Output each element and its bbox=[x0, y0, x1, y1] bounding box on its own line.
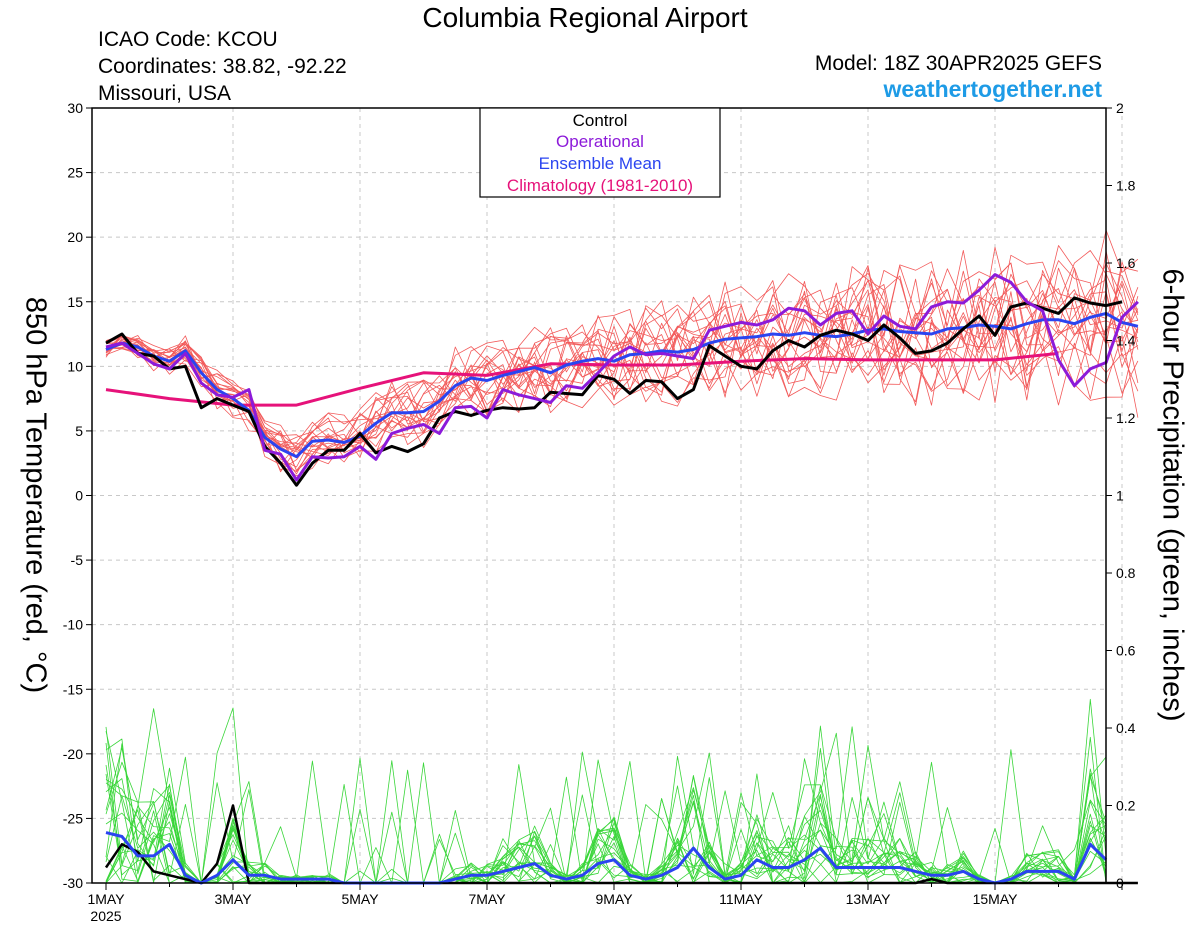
left-tick-label: 0 bbox=[75, 488, 83, 504]
x-tick-label: 3MAY bbox=[214, 891, 252, 907]
coordinates: Coordinates: 38.82, -92.22 bbox=[98, 55, 347, 78]
left-tick-label: 20 bbox=[67, 229, 83, 245]
right-tick-label: 0.8 bbox=[1116, 565, 1136, 581]
right-tick-label: 0.2 bbox=[1116, 798, 1136, 814]
left-tick-label: -15 bbox=[63, 681, 83, 697]
left-tick-label: -20 bbox=[63, 746, 83, 762]
x-tick-label: 7MAY bbox=[468, 891, 506, 907]
legend-control: Control bbox=[572, 111, 628, 130]
x-year-label: 2025 bbox=[90, 908, 121, 924]
precip-member-line bbox=[105, 726, 1107, 884]
right-tick-label: 2 bbox=[1116, 100, 1124, 116]
right-tick-label: 0.6 bbox=[1116, 643, 1136, 659]
axis-ticks: 302520151050-5-10-15-20-25-3021.81.61.41… bbox=[63, 100, 1136, 924]
region-label: Missouri, USA bbox=[98, 82, 232, 105]
legend-ensemble-mean: Ensemble Mean bbox=[538, 154, 662, 173]
left-tick-label: -5 bbox=[71, 552, 84, 568]
temp-member-line bbox=[105, 261, 1139, 456]
left-tick-label: 25 bbox=[67, 165, 83, 181]
site-link[interactable]: weathertogether.net bbox=[883, 76, 1102, 102]
precip-member-line bbox=[105, 726, 1107, 884]
temp-member-line bbox=[105, 249, 1139, 454]
left-tick-label: 15 bbox=[67, 294, 83, 310]
right-tick-label: 1 bbox=[1116, 488, 1124, 504]
control-temp-line bbox=[105, 296, 1123, 487]
x-tick-label: 1MAY bbox=[87, 891, 125, 907]
right-tick-label: 0 bbox=[1116, 875, 1124, 891]
right-tick-label: 1.6 bbox=[1116, 255, 1136, 271]
model-run: Model: 18Z 30APR2025 GEFS bbox=[814, 52, 1102, 75]
climatology-line bbox=[105, 351, 1059, 407]
left-axis-label: 850 hPa Temperature (red, °C) bbox=[19, 296, 52, 694]
x-tick-label: 11MAY bbox=[719, 891, 763, 907]
legend-operational: Operational bbox=[556, 132, 644, 151]
right-axis-label: 6-hour Precipitation (green, inches) bbox=[1156, 268, 1189, 722]
precip-member-line bbox=[105, 725, 1107, 884]
mean-precip-line bbox=[105, 831, 1108, 885]
legend-climatology: Climatology (1981-2010) bbox=[506, 176, 694, 195]
temp-member-line bbox=[105, 250, 1138, 477]
temp-member-line bbox=[105, 229, 1139, 475]
x-tick-label: 15MAY bbox=[973, 891, 1019, 907]
left-tick-label: -25 bbox=[63, 810, 83, 826]
right-tick-label: 1.8 bbox=[1116, 178, 1136, 194]
temp-member-line bbox=[105, 262, 1139, 451]
left-tick-label: -30 bbox=[63, 875, 83, 891]
right-tick-label: 1.2 bbox=[1116, 410, 1136, 426]
temp-member-line bbox=[105, 273, 1139, 471]
left-tick-label: 30 bbox=[67, 100, 83, 116]
legend-box bbox=[479, 107, 721, 198]
icao-code: ICAO Code: KCOU bbox=[98, 28, 278, 51]
left-tick-label: -10 bbox=[63, 617, 83, 633]
x-tick-label: 13MAY bbox=[846, 891, 892, 907]
gridlines bbox=[92, 108, 1123, 883]
operational-temp-line bbox=[105, 273, 1139, 482]
temp-member-line bbox=[105, 283, 1139, 449]
chart-title: Columbia Regional Airport bbox=[422, 2, 748, 33]
left-tick-label: 10 bbox=[67, 358, 83, 374]
temp-member-line bbox=[105, 262, 1139, 465]
x-tick-label: 5MAY bbox=[341, 891, 379, 907]
right-tick-label: 1.4 bbox=[1116, 333, 1136, 349]
x-tick-label: 9MAY bbox=[595, 891, 633, 907]
right-tick-label: 0.4 bbox=[1116, 720, 1136, 736]
left-tick-label: 5 bbox=[75, 423, 83, 439]
precip-member-lines bbox=[105, 698, 1107, 884]
